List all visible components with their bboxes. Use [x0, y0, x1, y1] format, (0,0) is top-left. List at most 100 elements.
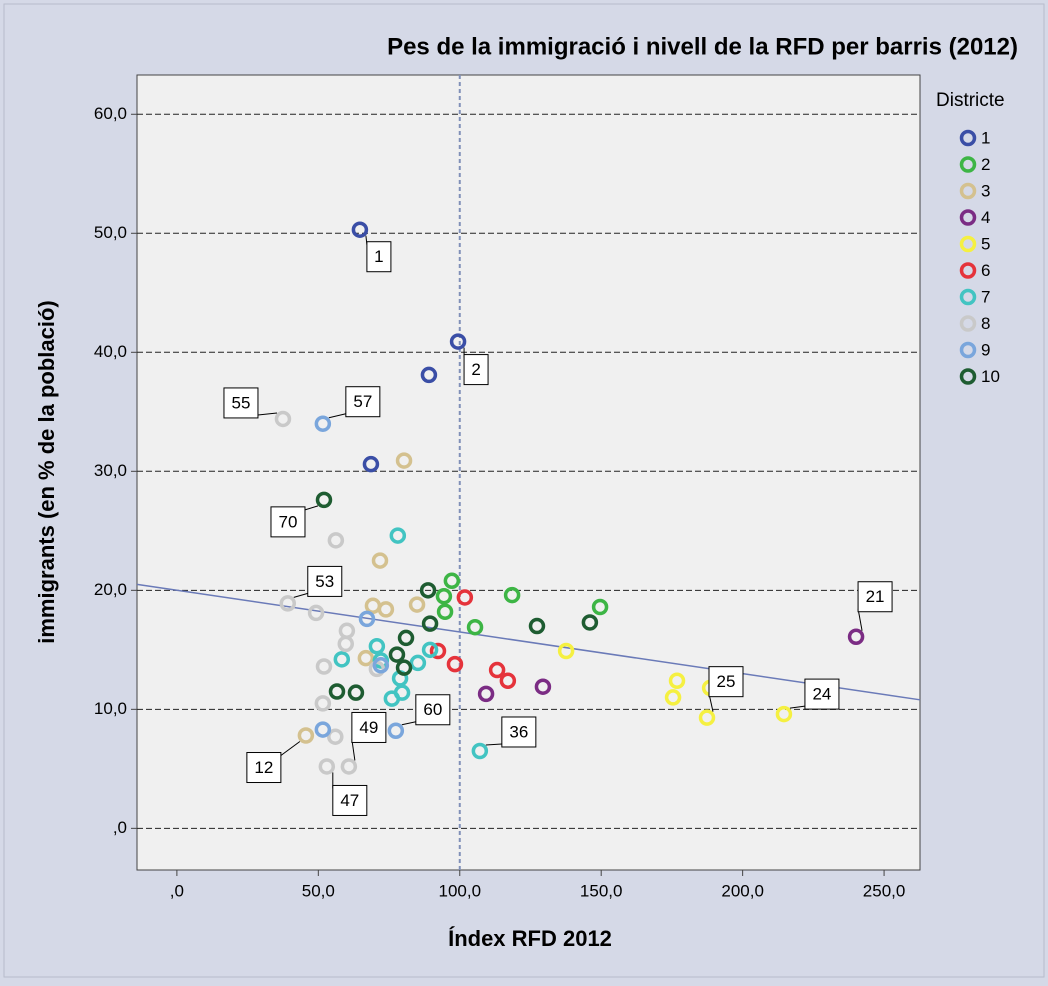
point	[377, 601, 395, 618]
point	[347, 684, 365, 701]
point	[419, 582, 437, 599]
annotation-leader	[293, 592, 308, 598]
annotation-label: 47	[340, 791, 359, 810]
point	[420, 366, 438, 384]
point	[499, 672, 517, 690]
annotation-leader	[485, 743, 502, 746]
x-tick-label: 50,0	[302, 881, 335, 900]
point	[351, 221, 369, 238]
point	[581, 614, 599, 631]
point	[503, 586, 521, 604]
point	[314, 415, 332, 432]
annotation-label: 49	[359, 718, 378, 737]
legend-marker	[959, 368, 977, 385]
x-tick-label: 200,0	[721, 881, 764, 900]
point	[409, 654, 427, 672]
point	[340, 758, 358, 775]
y-tick-label: 60,0	[94, 104, 127, 123]
legend-title: Districte	[936, 90, 1005, 111]
annotation-leader	[789, 705, 806, 709]
point	[488, 661, 506, 679]
point	[397, 629, 415, 647]
point	[297, 727, 315, 744]
point	[362, 455, 380, 473]
point	[315, 658, 333, 675]
x-axis-label: Índex RFD 2012	[448, 926, 612, 951]
point	[477, 685, 495, 703]
annotation-box	[804, 678, 840, 710]
point	[327, 532, 345, 549]
legend-marker	[959, 288, 977, 306]
point	[436, 603, 454, 620]
point	[456, 589, 474, 606]
y-tick-label: ,0	[113, 818, 127, 837]
annotation-box	[708, 666, 744, 698]
point	[421, 641, 439, 659]
point	[534, 678, 552, 695]
legend-label: 2	[981, 155, 990, 174]
point	[314, 695, 332, 712]
annotation-label: 60	[423, 700, 442, 719]
point	[388, 646, 406, 663]
plot-area	[136, 74, 921, 871]
legend-marker	[959, 262, 977, 279]
x-tick-label: 150,0	[580, 881, 623, 900]
legend-label: 4	[981, 208, 990, 227]
point	[389, 527, 407, 544]
point	[528, 617, 546, 635]
y-axis-label: immigrants (en % de la població)	[34, 300, 59, 644]
point	[443, 572, 461, 590]
annotation-leader	[857, 608, 863, 631]
point	[466, 618, 484, 636]
legend-label: 3	[981, 181, 990, 200]
y-tick-label: 20,0	[94, 580, 127, 599]
legend-label: 1	[981, 128, 990, 147]
point	[395, 659, 413, 676]
point	[368, 638, 386, 655]
y-tick-label: 40,0	[94, 342, 127, 361]
point	[698, 709, 716, 726]
annotation-leader	[280, 741, 301, 756]
annotation-leader	[257, 412, 278, 416]
annotation-box	[246, 752, 282, 784]
point	[668, 672, 686, 690]
legend-marker	[959, 209, 977, 226]
annotation-label: 70	[279, 512, 298, 531]
annotation-box	[366, 241, 392, 273]
point	[449, 333, 467, 350]
annotation-box	[332, 784, 368, 816]
point	[357, 649, 375, 667]
point	[408, 596, 426, 613]
point	[372, 657, 390, 674]
x-tick-label: ,0	[170, 881, 184, 900]
point	[358, 610, 376, 628]
legend-marker	[959, 156, 977, 173]
annotation-box	[307, 565, 343, 597]
point	[775, 705, 793, 723]
legend-marker	[959, 129, 977, 147]
point	[847, 628, 865, 645]
legend-marker	[959, 315, 977, 332]
point	[274, 410, 292, 428]
point	[328, 683, 346, 700]
annotation-label: 57	[353, 392, 372, 411]
point	[557, 642, 575, 660]
legend-marker	[959, 182, 977, 200]
legend-label: 8	[981, 314, 990, 333]
annotation-label: 2	[471, 360, 480, 379]
point	[471, 742, 489, 760]
point	[279, 595, 297, 612]
point	[315, 491, 333, 509]
point	[387, 722, 405, 740]
annotation-label: 24	[812, 685, 831, 704]
point	[591, 598, 609, 616]
annotation-label: 36	[509, 722, 528, 741]
point	[337, 635, 355, 653]
annotation-leader	[328, 413, 346, 419]
annotation-box	[501, 716, 537, 748]
legend-label: 9	[981, 340, 990, 359]
annotation-label: 21	[866, 587, 885, 606]
point	[383, 690, 401, 707]
y-tick-label: 30,0	[94, 461, 127, 480]
annotation-box	[415, 694, 451, 726]
